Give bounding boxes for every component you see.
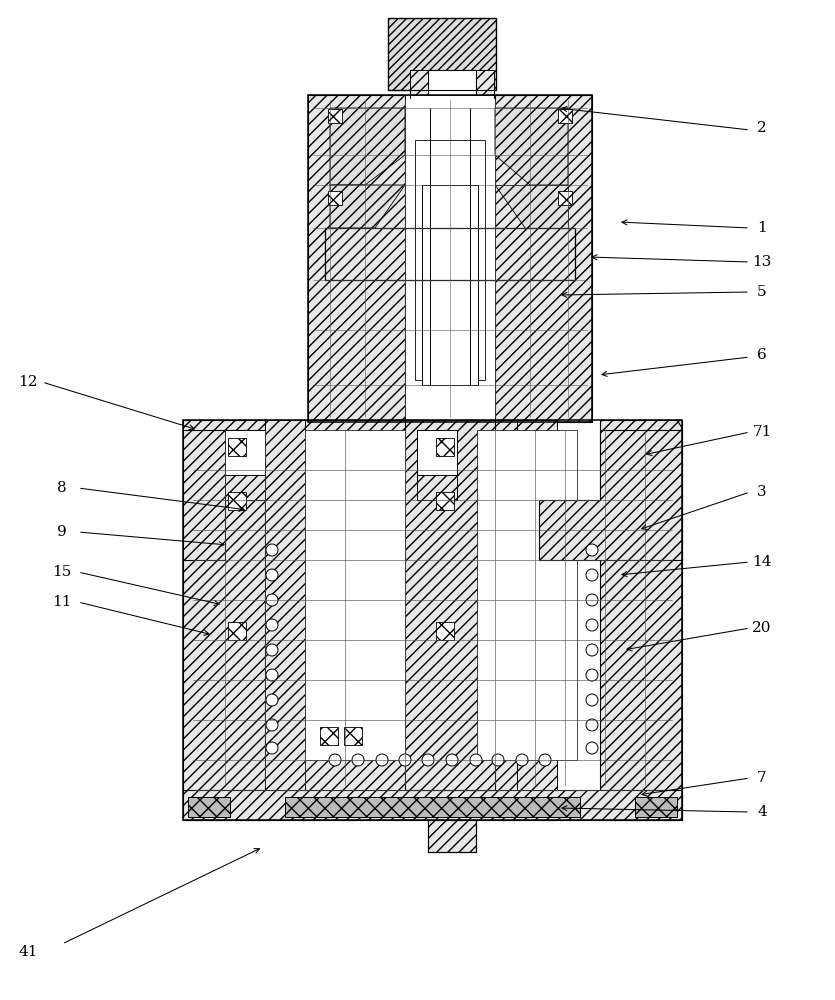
Polygon shape	[330, 108, 405, 185]
Text: 20: 20	[752, 621, 772, 635]
Circle shape	[516, 754, 528, 766]
Polygon shape	[539, 430, 682, 560]
Text: 5: 5	[757, 285, 767, 299]
Bar	[328, 191, 342, 205]
Bar	[308, 95, 405, 422]
Bar	[417, 430, 457, 500]
Bar	[305, 420, 405, 790]
Bar	[495, 95, 592, 422]
Bar	[558, 109, 572, 123]
Circle shape	[446, 754, 458, 766]
Bar	[422, 185, 478, 385]
Text: 12: 12	[18, 375, 38, 389]
Bar	[428, 820, 476, 852]
Bar	[436, 622, 454, 640]
Bar	[228, 622, 246, 640]
Bar	[405, 420, 495, 790]
Circle shape	[266, 594, 278, 606]
Bar	[225, 430, 265, 500]
Text: 15: 15	[53, 565, 72, 579]
Bar	[320, 727, 338, 745]
Circle shape	[352, 754, 364, 766]
Bar	[417, 420, 517, 790]
Bar	[417, 475, 457, 500]
Bar	[225, 475, 265, 500]
Bar	[328, 109, 342, 123]
Bar	[305, 430, 405, 760]
Circle shape	[586, 669, 598, 681]
Text: 1: 1	[757, 221, 767, 235]
Circle shape	[470, 754, 482, 766]
Circle shape	[266, 719, 278, 731]
Bar	[228, 492, 246, 510]
Circle shape	[266, 619, 278, 631]
Circle shape	[399, 754, 411, 766]
Bar	[285, 797, 580, 817]
Text: 9: 9	[57, 525, 67, 539]
Text: 13: 13	[752, 255, 772, 269]
Bar	[325, 228, 405, 280]
Text: 8: 8	[57, 481, 67, 495]
Circle shape	[539, 754, 551, 766]
Bar	[183, 790, 682, 820]
Bar	[436, 438, 454, 456]
Circle shape	[266, 694, 278, 706]
Bar	[436, 492, 454, 510]
Bar	[495, 228, 575, 280]
Bar	[415, 140, 485, 380]
Text: 7: 7	[757, 771, 767, 785]
Text: 11: 11	[53, 595, 72, 609]
Text: 71: 71	[752, 425, 772, 439]
Polygon shape	[183, 430, 265, 560]
Bar	[477, 430, 577, 760]
Circle shape	[266, 742, 278, 754]
Text: 6: 6	[757, 348, 767, 362]
Bar	[405, 228, 495, 280]
Circle shape	[586, 619, 598, 631]
Circle shape	[329, 754, 341, 766]
Circle shape	[266, 569, 278, 581]
Bar	[600, 420, 682, 820]
Polygon shape	[495, 185, 568, 228]
Polygon shape	[495, 108, 568, 185]
Text: 2: 2	[757, 121, 767, 135]
Bar	[228, 438, 246, 456]
Circle shape	[376, 754, 388, 766]
Text: 41: 41	[18, 945, 38, 959]
Text: 3: 3	[757, 485, 767, 499]
Circle shape	[422, 754, 434, 766]
Circle shape	[586, 569, 598, 581]
Text: 4: 4	[757, 805, 767, 819]
Circle shape	[586, 594, 598, 606]
Bar	[428, 70, 476, 98]
Bar	[476, 70, 494, 98]
Bar	[388, 18, 496, 90]
Bar	[635, 797, 677, 817]
Text: 14: 14	[752, 555, 772, 569]
Circle shape	[492, 754, 504, 766]
Circle shape	[586, 544, 598, 556]
Circle shape	[266, 544, 278, 556]
Circle shape	[266, 669, 278, 681]
Bar	[410, 70, 428, 98]
Circle shape	[266, 644, 278, 656]
Circle shape	[586, 719, 598, 731]
Bar	[405, 95, 495, 422]
Circle shape	[586, 742, 598, 754]
Bar	[265, 420, 305, 790]
Bar	[517, 420, 557, 790]
Bar	[188, 797, 230, 817]
Bar	[183, 420, 265, 820]
Polygon shape	[330, 185, 405, 228]
Circle shape	[586, 694, 598, 706]
Bar	[558, 191, 572, 205]
Circle shape	[586, 644, 598, 656]
Bar	[344, 727, 362, 745]
